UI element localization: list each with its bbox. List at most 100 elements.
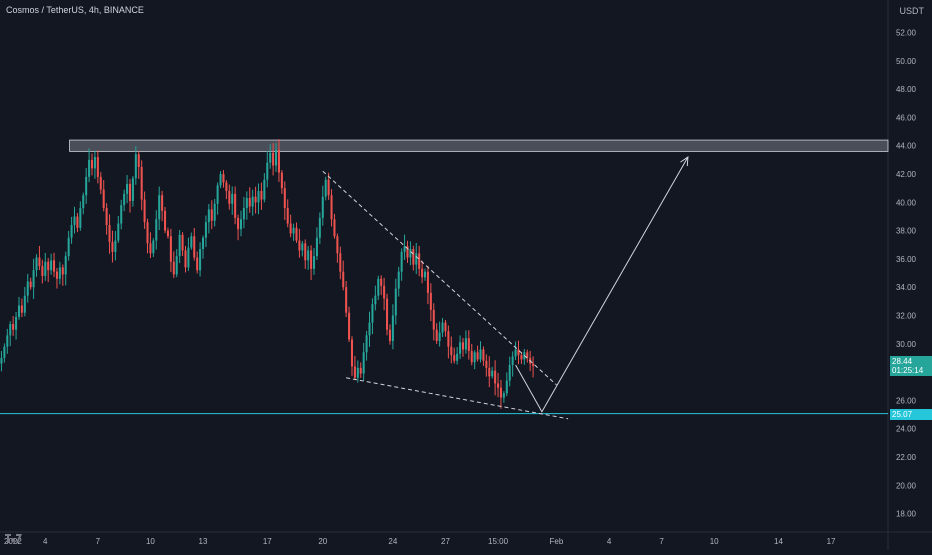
candle-body — [0, 357, 3, 364]
candle-body — [286, 207, 289, 224]
candle-body — [479, 349, 482, 360]
candle-body — [210, 209, 213, 221]
y-tick-label: 20.00 — [896, 481, 917, 490]
candle-body — [99, 176, 102, 190]
candle-body — [158, 195, 161, 220]
y-tick-label: 34.00 — [896, 283, 917, 292]
candle-body — [108, 224, 111, 242]
candle-body — [26, 281, 29, 296]
candle-body — [391, 315, 394, 341]
candle-body — [333, 219, 336, 237]
candle-body — [365, 335, 368, 353]
currency-label: USDT — [899, 6, 925, 16]
candle-body — [143, 199, 146, 223]
candle-body — [219, 174, 222, 186]
candle-body — [251, 196, 254, 207]
candle-body — [172, 261, 175, 275]
candle-body — [161, 195, 164, 211]
candle-body — [292, 227, 295, 234]
candle-body — [47, 261, 50, 271]
candle-body — [146, 222, 149, 244]
candle-body — [32, 270, 35, 288]
x-tick-label: 7 — [659, 537, 664, 546]
candle-body — [96, 157, 99, 177]
tradingview-logo-icon[interactable] — [4, 532, 24, 544]
candle-body — [438, 332, 441, 341]
candle-body — [374, 295, 377, 305]
candle-body — [400, 251, 403, 272]
y-tick-label: 38.00 — [896, 227, 917, 236]
candle-body — [131, 178, 134, 201]
bar-countdown: 01:25:14 — [892, 365, 924, 375]
y-tick-label: 22.00 — [896, 453, 917, 462]
candle-body — [193, 236, 196, 258]
x-tick-label: 7 — [96, 537, 101, 546]
candle-body — [321, 196, 324, 218]
candle-body — [514, 349, 517, 357]
candle-body — [441, 322, 444, 333]
candle-body — [307, 250, 310, 261]
candle-body — [447, 331, 450, 347]
y-tick-label: 30.00 — [896, 340, 917, 349]
candle-body — [204, 222, 207, 238]
candle-body — [461, 342, 465, 350]
candle-body — [79, 207, 82, 228]
support-price-tag: 25.07 — [890, 408, 932, 420]
candle-body — [345, 287, 348, 313]
candle-body — [491, 370, 494, 377]
candle-body — [505, 380, 508, 394]
last-price-tag: 28.44 01:25:14 — [890, 355, 932, 376]
y-tick-label: 32.00 — [896, 312, 917, 321]
candle-body — [245, 198, 248, 208]
candle-body — [17, 305, 21, 317]
candle-body — [234, 193, 237, 218]
candle-body — [473, 352, 476, 363]
candle-body — [283, 188, 286, 208]
x-tick-label: 14 — [774, 537, 783, 546]
y-tick-label: 24.00 — [896, 425, 917, 434]
candle-body — [295, 227, 298, 241]
x-tick-label: Feb — [550, 537, 564, 546]
candle-body — [485, 360, 488, 368]
candle-body — [222, 174, 225, 183]
candle-body — [93, 157, 96, 169]
candle-body — [61, 267, 64, 275]
upper-trendline — [322, 170, 557, 386]
candle-body — [228, 191, 231, 204]
candle-body — [353, 366, 356, 378]
candle-body — [497, 383, 500, 388]
candle-body — [275, 149, 278, 166]
lower-trendline — [346, 377, 569, 420]
candle-body — [196, 257, 199, 271]
y-tick-label: 18.00 — [896, 510, 917, 519]
candle-body — [137, 154, 140, 167]
candle-body — [114, 240, 117, 252]
candle-body — [426, 271, 429, 293]
candle-body — [423, 271, 427, 278]
candle-body — [277, 149, 280, 173]
candle-body — [20, 305, 23, 313]
candle-body — [488, 367, 491, 377]
x-tick-label: 17 — [827, 537, 836, 546]
candle-body — [53, 260, 56, 272]
candle-body — [412, 249, 415, 265]
candle-body — [38, 257, 41, 266]
candle-body — [242, 207, 245, 220]
candle-body — [41, 266, 44, 276]
support-price-value: 25.07 — [892, 409, 913, 419]
candle-body — [415, 253, 418, 265]
candle-body — [88, 159, 91, 177]
x-tick-label: 17 — [263, 537, 272, 546]
candle-body — [126, 183, 129, 194]
candle-body — [459, 342, 462, 354]
candle-body — [526, 352, 529, 358]
candle-body — [102, 189, 105, 208]
candle-body — [50, 260, 53, 271]
symbol-title[interactable]: Cosmos / TetherUS, 4h, BINANCE — [6, 5, 144, 15]
candle-body — [266, 162, 269, 180]
candle-body — [67, 237, 70, 257]
candle-body — [237, 217, 240, 230]
candle-body — [342, 271, 345, 288]
